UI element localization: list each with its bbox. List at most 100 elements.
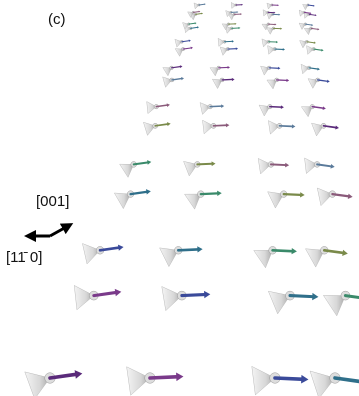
- axis-indicator: [30, 226, 68, 236]
- spin-arrowhead: [115, 289, 122, 296]
- spin-arrowhead: [285, 163, 289, 168]
- spin: [262, 39, 278, 47]
- spin: [120, 160, 152, 177]
- spin-arrowhead: [204, 3, 206, 5]
- spin: [210, 66, 230, 76]
- spin: [194, 3, 206, 9]
- spin-arrowhead: [278, 67, 280, 70]
- spin: [267, 3, 279, 9]
- spin-arrowhead: [236, 47, 238, 50]
- spin: [268, 191, 305, 208]
- spin: [160, 246, 203, 266]
- spin: [25, 370, 83, 396]
- spin-arrowhead: [199, 11, 201, 13]
- spin-arrowhead: [315, 14, 317, 16]
- spin: [323, 291, 359, 316]
- spin-arrowhead: [310, 12, 312, 14]
- spin: [82, 244, 123, 264]
- spin-arrowhead: [317, 68, 320, 71]
- spin-arrowhead: [311, 24, 313, 26]
- spin: [303, 4, 315, 10]
- spin-arrowhead: [75, 370, 83, 379]
- spin: [307, 46, 324, 55]
- spin-arrowhead: [335, 125, 339, 129]
- spin-arrow: [284, 194, 300, 195]
- spin-arrowhead: [235, 23, 237, 25]
- spin: [212, 78, 234, 89]
- spin-arrowhead: [314, 42, 316, 44]
- spin-arrow: [201, 193, 217, 194]
- spin-arrowhead: [312, 293, 318, 300]
- spin: [162, 286, 211, 310]
- spin-arrowhead: [286, 79, 289, 82]
- spin: [317, 188, 352, 206]
- spin-arrowhead: [277, 4, 279, 6]
- spin: [301, 104, 325, 116]
- axis-label: [001]: [36, 193, 69, 210]
- spin: [220, 47, 238, 55]
- spin-arrowhead: [317, 28, 319, 30]
- spin-arrowhead: [197, 26, 199, 28]
- spin-arrowhead: [221, 104, 224, 108]
- spin-arrowhead: [195, 22, 197, 24]
- figure: (c) [001] [11̄ 0]: [0, 0, 359, 396]
- spin-arrowhead: [232, 78, 235, 81]
- spin-arrowhead: [283, 48, 285, 51]
- spin-arrow: [150, 377, 176, 378]
- spin: [312, 123, 339, 136]
- spin-arrow: [275, 378, 301, 379]
- spin-arrowhead: [197, 246, 202, 252]
- spin-arrowhead: [279, 14, 281, 16]
- spin-arrowhead: [327, 80, 330, 83]
- spin: [259, 104, 284, 116]
- spin-arrowhead: [147, 160, 151, 165]
- spin-arrowhead: [167, 103, 170, 107]
- spin-arrow: [182, 295, 204, 296]
- spin-arrowhead: [301, 375, 308, 384]
- spin-arrowhead: [217, 191, 222, 196]
- spin: [252, 366, 309, 395]
- spin: [200, 103, 224, 115]
- precession-cone: [82, 244, 100, 264]
- spin: [218, 38, 234, 46]
- spin: [258, 158, 289, 173]
- spin-arrow: [270, 107, 281, 108]
- spin-arrow: [210, 106, 221, 107]
- spin-arrowhead: [146, 189, 151, 194]
- spin-arrowhead: [228, 66, 230, 69]
- spin-arrow: [273, 250, 292, 251]
- spin-arrowhead: [281, 105, 284, 109]
- spin: [203, 120, 230, 134]
- spin-arrowhead: [232, 40, 234, 42]
- spin: [114, 189, 150, 208]
- spin-arrowhead: [313, 5, 315, 7]
- spin-arrowhead: [189, 40, 191, 42]
- axis-label: [11̄ 0]: [6, 249, 42, 266]
- spin: [308, 78, 330, 88]
- spin-arrowhead: [238, 27, 240, 29]
- spin-arrow: [197, 164, 211, 165]
- spin: [267, 13, 280, 19]
- spin-arrowhead: [348, 194, 353, 199]
- spin-arrowhead: [292, 124, 296, 128]
- spin: [175, 47, 193, 57]
- spin-arrowhead: [167, 122, 171, 126]
- axis-arrow: [50, 226, 68, 236]
- spin-arrowhead: [212, 161, 216, 166]
- spin-arrowhead: [180, 65, 183, 68]
- spin-arrowhead: [201, 13, 203, 15]
- spin: [225, 26, 240, 33]
- spin: [268, 121, 295, 135]
- spin: [301, 64, 320, 74]
- spin: [185, 191, 222, 210]
- spin-arrowhead: [181, 77, 184, 80]
- spin-arrowhead: [118, 245, 124, 251]
- spin-arrow: [178, 249, 197, 250]
- spin: [268, 46, 285, 55]
- spin-arrowhead: [176, 372, 183, 381]
- spin-arrowhead: [280, 28, 282, 30]
- spin-arrow: [279, 126, 291, 127]
- spin-arrowhead: [191, 47, 193, 50]
- spin: [231, 2, 243, 8]
- spin: [127, 367, 184, 396]
